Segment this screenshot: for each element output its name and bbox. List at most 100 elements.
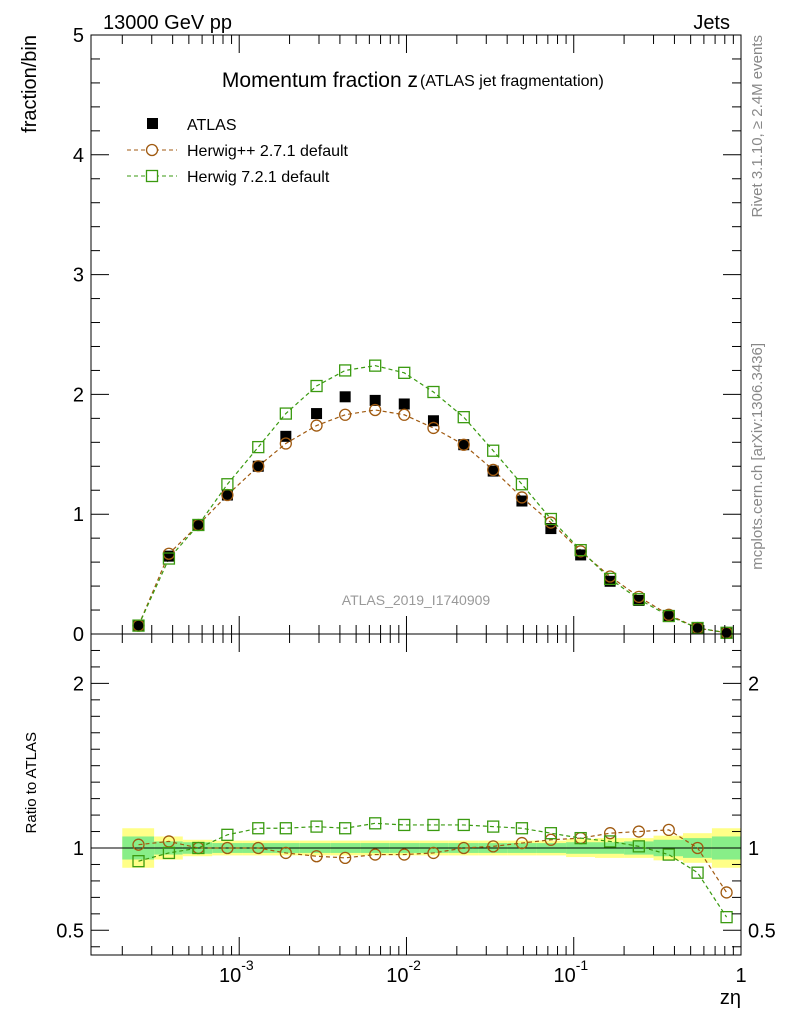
x-tick-label: 10 <box>386 965 408 987</box>
main-point-herwig-7-2-1-default <box>603 572 617 586</box>
legend-label-atlas: ATLAS <box>187 117 237 134</box>
main-point-atlas <box>339 391 351 403</box>
legend-label-herwig7: Herwig 7.2.1 default <box>187 169 330 186</box>
main-point-atlas <box>604 575 616 587</box>
ratio-point-herwig-7-2-1-default <box>162 846 176 860</box>
ratio-point-herwig-7-2-1-default <box>427 818 440 832</box>
ratio-point-herwig-2-7-1-default <box>691 841 704 855</box>
ratio-point-herwig-7-2-1-default <box>720 910 733 924</box>
ratio-point-herwig-2-7-1-default <box>279 846 292 860</box>
main-point-herwig-7-2-1-default <box>339 364 352 377</box>
ratio-point-herwig-7-2-1-default <box>457 818 470 832</box>
source-label: mcplots.cern.ch [arXiv:1306.3436] <box>749 343 766 570</box>
x-tick-exponent: -1 <box>576 957 589 973</box>
main-point-herwig-7-2-1-default <box>192 518 205 532</box>
main-point-atlas <box>633 594 645 606</box>
ratio-point-herwig-2-7-1-default <box>720 886 733 899</box>
main-point-atlas <box>163 550 175 562</box>
ratio-point-herwig-7-2-1-default <box>252 822 265 835</box>
main-point-herwig-2-7-1-default <box>398 408 411 421</box>
ratio-point-herwig-7-2-1-default <box>221 828 234 841</box>
main-point-herwig-2-7-1-default <box>339 408 352 421</box>
main-point-herwig-2-7-1-default <box>310 419 323 432</box>
plot-subtitle: (ATLAS jet fragmentation) <box>420 73 604 90</box>
ratio-point-herwig-7-2-1-default <box>574 831 587 845</box>
ratio-point-herwig-2-7-1-default <box>487 840 500 853</box>
main-point-herwig-2-7-1-default <box>487 463 500 477</box>
main-point-atlas <box>458 439 470 451</box>
main-point-herwig-7-2-1-default <box>544 512 558 526</box>
ratio-ytick-label: 0.5 <box>56 920 84 942</box>
ratio-point-herwig-7-2-1-default <box>662 848 675 861</box>
main-ytick-label: 0 <box>73 624 84 646</box>
legend-marker-herwigpp <box>145 143 159 157</box>
ratio-point-herwig-2-7-1-default <box>544 833 558 846</box>
main-ytick-label: 1 <box>73 504 84 526</box>
main-point-herwig-7-2-1-default <box>279 407 292 420</box>
main-point-atlas <box>721 627 733 639</box>
main-point-herwig-7-2-1-default <box>574 543 587 557</box>
ratio-point-herwig-2-7-1-default <box>457 841 470 855</box>
main-point-herwig-7-2-1-default <box>427 385 440 399</box>
ratio-line-herwig-7-2-1-default <box>138 822 728 918</box>
ratio-point-herwig-7-2-1-default <box>544 827 558 840</box>
main-point-herwig-7-2-1-default <box>662 609 675 623</box>
ratio-point-herwig-7-2-1-default <box>487 820 500 833</box>
main-point-atlas <box>369 394 381 406</box>
main-point-herwig-2-7-1-default <box>369 403 382 417</box>
main-point-atlas <box>192 519 204 531</box>
main-line-herwig-7-2-1-default <box>137 365 727 634</box>
main-point-herwig-7-2-1-default <box>398 366 411 379</box>
legend-marker-herwig7 <box>145 169 159 183</box>
ratio-point-herwig-2-7-1-default <box>427 846 440 860</box>
main-ytick-label: 5 <box>73 25 84 47</box>
x-tick-label: 10 <box>219 965 241 987</box>
main-panel: 0 1 2 3 4 5 Momentum fraction z (ATLAS jet fr… <box>73 25 742 646</box>
ratio-point-herwig-2-7-1-default <box>221 841 234 855</box>
main-point-atlas <box>575 549 587 561</box>
ratio-point-herwig-2-7-1-default <box>369 848 382 861</box>
main-point-atlas <box>398 398 410 410</box>
legend-marker-atlas <box>147 118 158 129</box>
ratio-point-herwig-2-7-1-default <box>339 851 352 865</box>
main-ytick-label: 2 <box>73 384 84 406</box>
x-tick-exponent: -3 <box>241 957 254 973</box>
ratio-line-herwig-2-7-1-default <box>138 829 728 893</box>
main-point-herwig-7-2-1-default <box>310 379 323 393</box>
main-point-herwig-2-7-1-default <box>515 491 529 504</box>
main-point-herwig-7-2-1-default <box>487 444 500 457</box>
ratio-point-herwig-7-2-1-default <box>515 822 529 835</box>
main-point-herwig-7-2-1-default <box>369 359 382 372</box>
main-point-herwig-7-2-1-default <box>515 478 529 491</box>
ratio-point-herwig-7-2-1-default <box>132 855 145 868</box>
ratio-ylabel: Ratio to ATLAS <box>23 732 40 833</box>
main-point-herwig-2-7-1-default <box>279 437 292 450</box>
main-ylabel: fraction/bin <box>19 35 41 133</box>
main-point-herwig-7-2-1-default <box>162 552 176 565</box>
x-tick-exponent: -2 <box>408 957 421 973</box>
ratio-point-herwig-2-7-1-default <box>398 848 411 861</box>
main-ytick-label: 3 <box>73 265 84 287</box>
x-tick-label: 1 <box>735 965 746 987</box>
main-point-atlas <box>252 460 264 472</box>
main-point-atlas <box>311 408 323 420</box>
main-point-herwig-2-7-1-default <box>427 421 440 435</box>
ratio-point-herwig-2-7-1-default <box>310 850 323 863</box>
ratio-point-herwig-2-7-1-default <box>515 836 529 850</box>
plot-title: Momentum fraction z <box>222 69 418 92</box>
ratio-ytick-label: 1 <box>73 838 84 860</box>
main-line-herwig-2-7-1-default <box>137 409 727 634</box>
ratio-point-herwig-7-2-1-default <box>279 822 292 835</box>
rivet-label: Rivet 3.1.10, ≥ 2.4M events <box>749 35 766 218</box>
x-axis-label: zη <box>720 987 741 1009</box>
ratio-point-herwig-7-2-1-default <box>603 835 617 848</box>
ratio-point-herwig-7-2-1-default <box>691 866 704 879</box>
main-point-atlas <box>427 415 439 427</box>
main-point-herwig-7-2-1-default <box>221 478 234 491</box>
main-point-atlas <box>133 620 145 632</box>
main-point-herwig-2-7-1-default <box>457 438 470 451</box>
ratio-point-herwig-2-7-1-default <box>603 827 617 840</box>
main-point-atlas <box>692 622 704 634</box>
main-point-herwig-7-2-1-default <box>252 440 265 454</box>
